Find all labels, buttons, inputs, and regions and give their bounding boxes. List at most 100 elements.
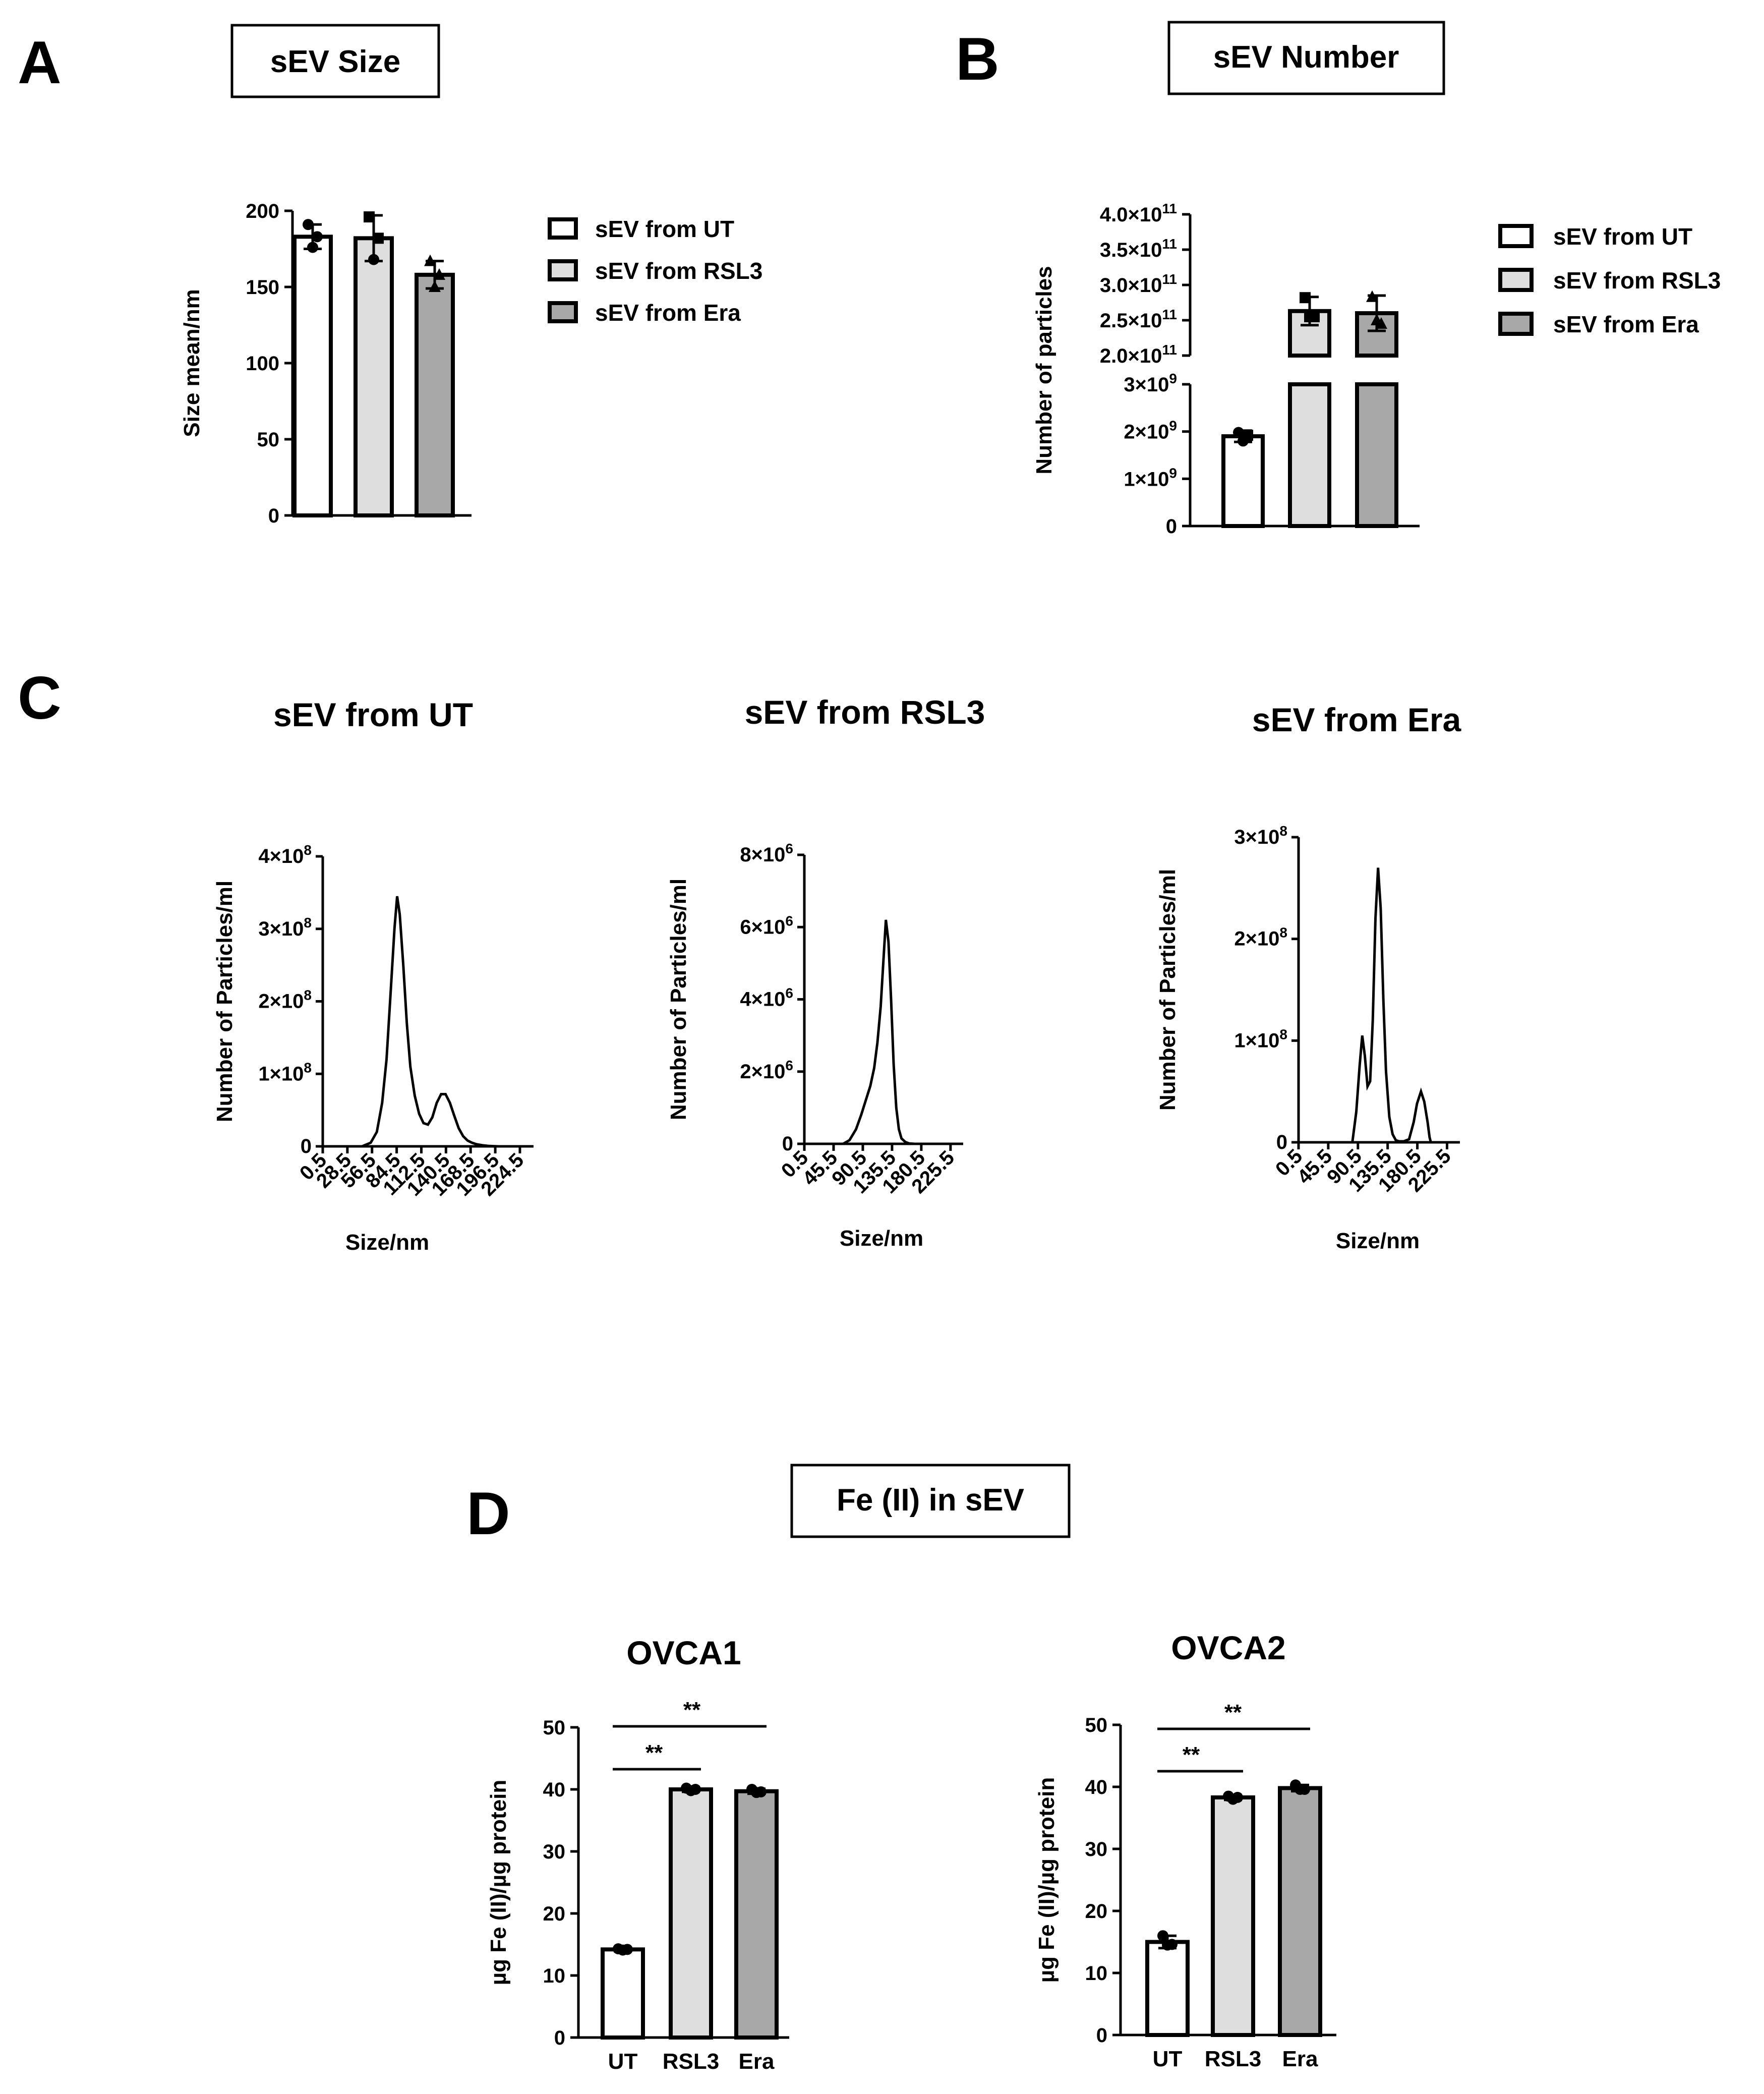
number-y-tick-label-upper: 3.5×1011	[1100, 236, 1177, 261]
dist_rsl3-x-label: Size/nm	[840, 1226, 923, 1251]
dist_era-y-tick-label-exponent: 8	[1279, 1026, 1287, 1042]
number-y-tick-label-lower-exponent: 9	[1169, 371, 1177, 386]
number-y-tick-label-upper-mantissa: 3.0×10	[1100, 274, 1162, 297]
dist_rsl3-y-tick-label-exponent: 6	[785, 985, 793, 1001]
dist_rsl3-y-tick-label-mantissa: 8×10	[740, 844, 785, 866]
fe_ovca2-category-label: RSL3	[1205, 2047, 1261, 2071]
panel-letter-d: D	[466, 1480, 510, 1547]
legend-b-label-era: sEV from Era	[1553, 311, 1699, 337]
fe_ovca2-y-tick-label: 50	[1085, 1714, 1108, 1736]
fe_ovca1-y-tick-label: 20	[543, 1903, 566, 1925]
dist_ut-y-tick-label-exponent: 8	[304, 915, 312, 930]
fe_ovca1-bar-0-point	[622, 1944, 633, 1955]
legend-b-swatch-ut	[1498, 224, 1534, 248]
number-y-tick-label-upper: 2.5×1011	[1100, 307, 1177, 332]
number-y-tick-label-lower: 3×109	[1124, 371, 1177, 396]
dist_rsl3-y-tick-label: 0	[782, 1133, 793, 1155]
number-y-tick-label-lower-mantissa: 1×10	[1124, 468, 1169, 490]
dist_rsl3-y-tick-label-exponent: 6	[785, 841, 793, 856]
fe_ovca1-y-tick-label: 10	[543, 1965, 566, 1987]
number-y-tick-label-upper-mantissa: 2.0×10	[1100, 345, 1162, 367]
panel-title-d: Fe (II) in sEV	[837, 1483, 1024, 1518]
fe_ovca1-bar	[669, 1787, 713, 2040]
legend-a-label-era: sEV from Era	[595, 300, 741, 326]
number-bar-0-point	[1233, 427, 1244, 438]
number-y-tick-label-lower-exponent: 9	[1169, 418, 1177, 434]
size-y-tick-label: 200	[246, 200, 279, 222]
number-y-tick-label-upper-mantissa: 4.0×10	[1100, 204, 1162, 226]
fe_ovca2-y-tick-label: 10	[1085, 1962, 1108, 1985]
dist_era-curve	[1351, 867, 1432, 1143]
panel-letter-c: C	[18, 664, 62, 732]
title-box-d	[790, 1464, 1071, 1538]
legend-b-label-ut: sEV from UT	[1553, 223, 1692, 250]
fe_ovca2-bar-2-point	[1299, 1783, 1310, 1795]
fe_ovca2-title: OVCA2	[1171, 1629, 1285, 1666]
size-y-tick-label: 100	[246, 353, 279, 375]
size-bar-1-point	[368, 254, 379, 265]
dist_rsl3-curve	[842, 919, 921, 1145]
fe_ovca2-y-tick-label: 30	[1085, 1838, 1108, 1860]
dist_rsl3-y-tick-label: 8×106	[740, 841, 793, 866]
size-y-tick-label: 50	[257, 429, 280, 451]
title-box-a	[230, 24, 440, 98]
number-y-tick-label-upper: 3.0×1011	[1100, 271, 1177, 297]
fe_ovca1-title: OVCA1	[626, 1634, 741, 1671]
dist_ut-y-tick-label-mantissa: 0	[301, 1135, 312, 1157]
number-y-tick-label-upper-exponent: 11	[1162, 342, 1177, 358]
number-y-tick-label-lower: 2×109	[1124, 418, 1177, 443]
number-y-tick-label-upper-exponent: 11	[1162, 236, 1177, 252]
fe_ovca2-bar-0-point	[1166, 1939, 1178, 1950]
size-bar-0-point	[307, 242, 318, 253]
size-bar-0-point	[303, 219, 314, 230]
fe_ovca1-category-label: UT	[608, 2049, 638, 2074]
size-bar-0-point	[312, 231, 323, 243]
title-box-b	[1167, 21, 1445, 95]
fe_ovca1-bar	[734, 1789, 779, 2040]
dist_ut-x-label: Size/nm	[345, 1230, 429, 1255]
dist_era-y-label: Number of Particles/ml	[1155, 869, 1180, 1111]
number-bar-2-point	[1366, 290, 1378, 302]
number-y-tick-label-upper-exponent: 11	[1162, 201, 1177, 216]
panel-letter-b: B	[956, 25, 999, 93]
fe_ovca1-y-label: µg Fe (II)/µg protein	[486, 1780, 511, 1986]
number-y-label: Number of particles	[1032, 266, 1056, 474]
fe_ovca1-bar-2-point	[755, 1786, 767, 1797]
size-bar	[415, 272, 455, 518]
dist_era-y-tick-label-exponent: 8	[1279, 823, 1287, 839]
dist_era-title: sEV from Era	[1252, 701, 1462, 738]
dist_ut-y-tick-label-mantissa: 3×10	[258, 918, 304, 940]
number-y-tick-label-lower-mantissa: 0	[1166, 515, 1177, 538]
fe_ovca2-category-label: UT	[1153, 2047, 1183, 2071]
dist_era-y-tick-label: 0	[1276, 1131, 1287, 1153]
dist_rsl3-y-tick-label-mantissa: 2×10	[740, 1061, 785, 1083]
legend-a-label-rsl3: sEV from RSL3	[595, 258, 762, 284]
panel-title-b: sEV Number	[1213, 40, 1399, 75]
size-bar-2-point	[433, 268, 445, 280]
number-y-tick-label-lower-mantissa: 3×10	[1124, 374, 1169, 396]
number-y-tick-label-upper: 2.0×1011	[1100, 342, 1177, 367]
number-y-tick-label-lower: 0	[1166, 515, 1177, 538]
fe_ovca2-significance-label: **	[1183, 1742, 1200, 1767]
number-bar-0-point	[1242, 430, 1253, 441]
number-y-tick-label-lower: 1×109	[1124, 465, 1177, 490]
number-bar-1-point	[1300, 292, 1311, 304]
number-bar-lower	[1288, 382, 1331, 528]
legend-b-label-rsl3: sEV from RSL3	[1553, 267, 1721, 294]
dist_rsl3-y-tick-label: 2×106	[740, 1058, 793, 1083]
chart-fe-ovca1: 0 10 20 30 40 50 µg Fe (II)/µg protein UT RSL3 Er…	[486, 1634, 789, 2074]
fe_ovca1-y-tick-label: 0	[554, 2027, 565, 2049]
fe_ovca1-bar	[601, 1947, 645, 2040]
fe_ovca2-bar-1-point	[1232, 1791, 1243, 1803]
number-y-tick-label-upper-mantissa: 3.5×10	[1100, 239, 1162, 261]
number-bar-1-point	[1309, 311, 1320, 322]
dist_rsl3-y-tick-label: 6×106	[740, 913, 793, 938]
number-y-tick-label-upper: 4.0×1011	[1100, 201, 1177, 226]
dist_era-x-label: Size/nm	[1336, 1229, 1420, 1253]
dist_ut-y-tick-label: 4×108	[258, 842, 312, 867]
dist_ut-y-tick-label-mantissa: 1×10	[258, 1063, 304, 1085]
fe_ovca2-bar	[1211, 1795, 1255, 2037]
number-y-tick-label-lower-mantissa: 2×10	[1124, 421, 1169, 443]
dist_era-y-tick-label-mantissa: 2×10	[1234, 928, 1279, 950]
size-bar-2-point	[429, 280, 441, 292]
